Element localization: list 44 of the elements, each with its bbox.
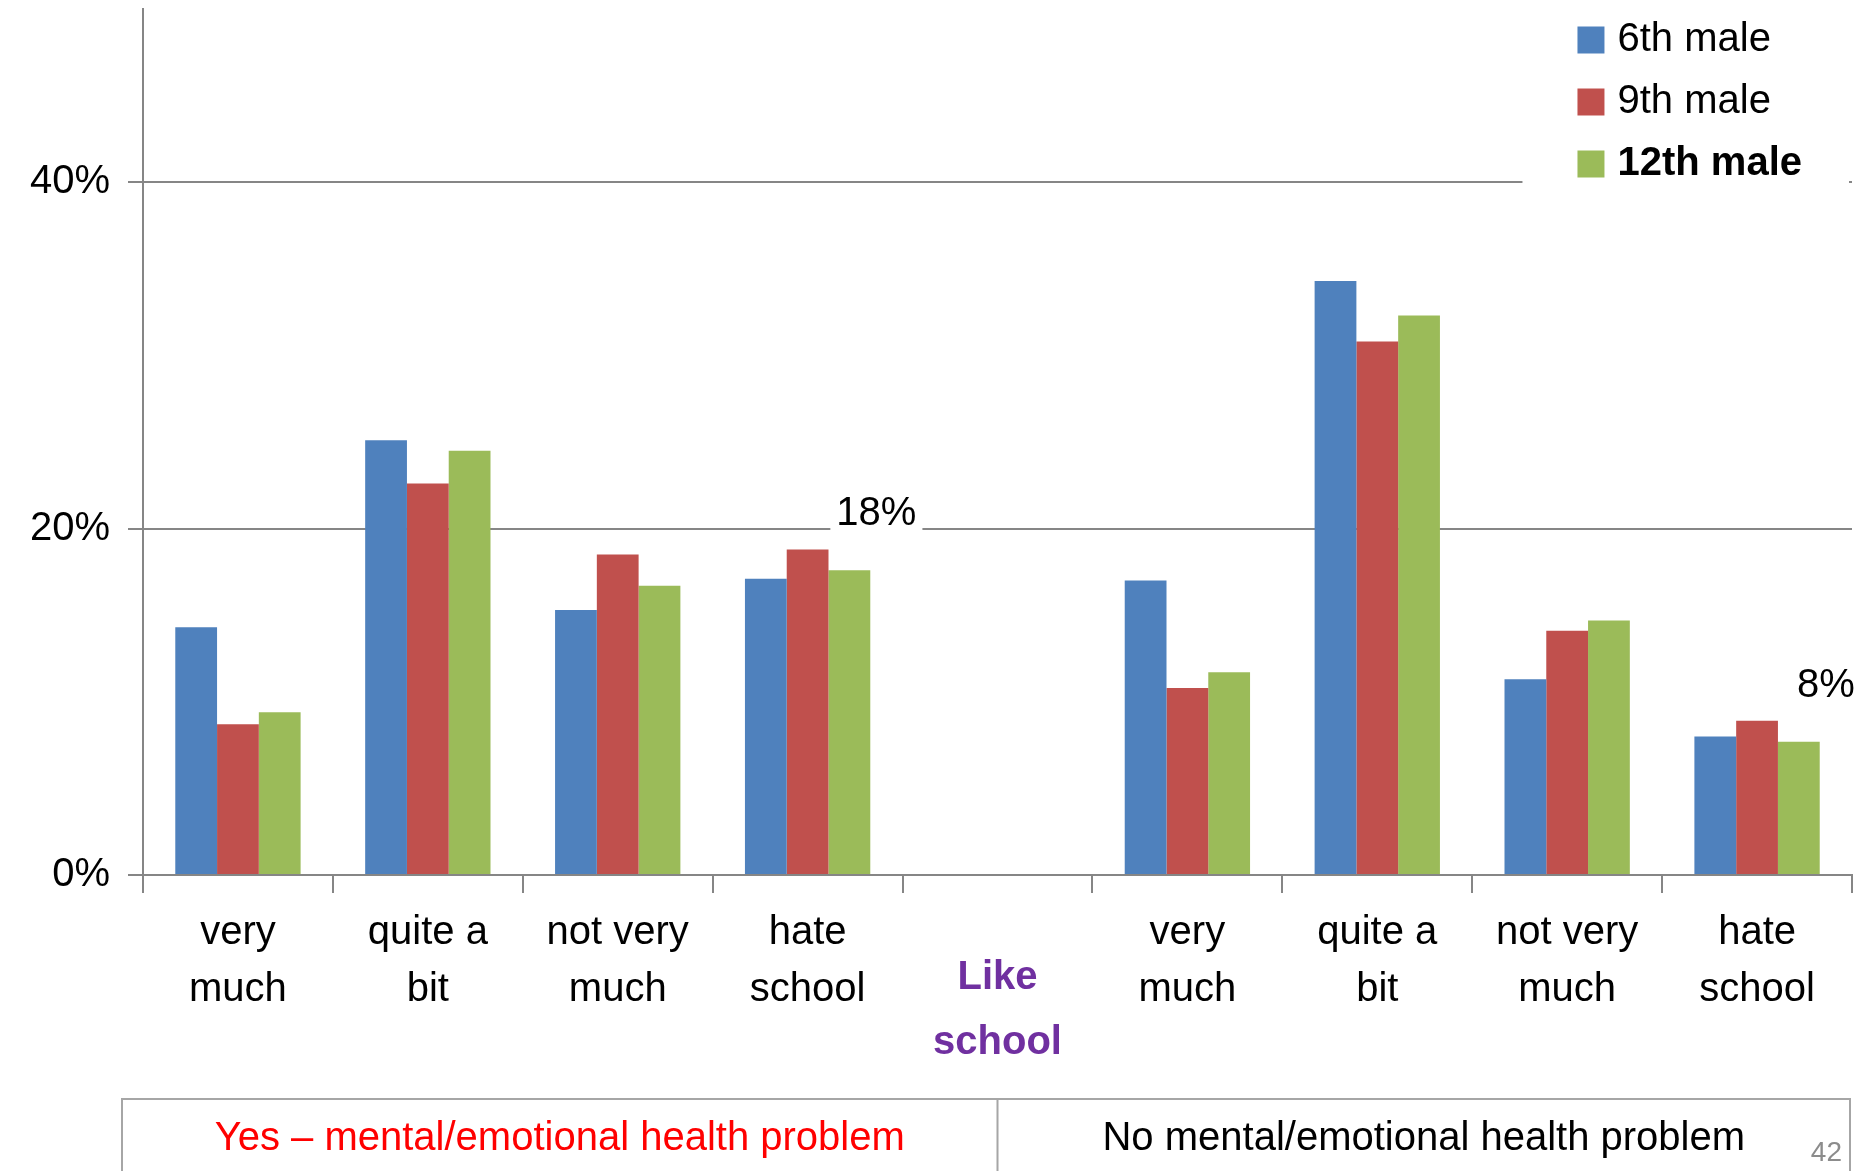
x-tick-label: not very much bbox=[1496, 908, 1639, 1010]
y-tick-label: 40% bbox=[29, 157, 110, 202]
bar bbox=[596, 554, 639, 874]
x-tick-label: quite a bit bbox=[1317, 908, 1439, 1010]
bar bbox=[1314, 280, 1357, 874]
bar bbox=[1694, 736, 1737, 874]
text: Yes – mental/emotional health problem bbox=[214, 1114, 905, 1159]
x-axis-title: Like school bbox=[933, 953, 1062, 1063]
x-tick-label: not very much bbox=[546, 908, 689, 1010]
bar bbox=[1356, 341, 1399, 874]
text: 42 bbox=[1810, 1136, 1842, 1167]
bar bbox=[1777, 741, 1820, 874]
bar bbox=[744, 578, 787, 874]
y-tick-label: 0% bbox=[52, 850, 110, 895]
bar bbox=[1588, 620, 1630, 874]
legend-label: 6th male bbox=[1617, 15, 1771, 60]
bar bbox=[1736, 720, 1778, 874]
x-tick-label: hate school bbox=[749, 908, 866, 1010]
bar bbox=[217, 724, 259, 874]
legend-label: 9th male bbox=[1617, 77, 1771, 122]
bar bbox=[448, 450, 491, 874]
bar bbox=[365, 440, 407, 874]
y-tick-label: 20% bbox=[29, 503, 110, 548]
x-tick-label: very much bbox=[189, 908, 287, 1010]
text: No mental/emotional health problem bbox=[1102, 1114, 1746, 1159]
bar bbox=[1546, 630, 1589, 874]
x-tick-label: hate school bbox=[1699, 908, 1815, 1010]
bar bbox=[638, 585, 681, 874]
bar bbox=[1208, 672, 1251, 874]
data-label: 8% bbox=[1796, 660, 1855, 705]
bar bbox=[1398, 315, 1440, 874]
x-tick-label: quite a bit bbox=[367, 908, 489, 1010]
bar bbox=[1504, 679, 1547, 874]
bar bbox=[1124, 580, 1167, 874]
bar bbox=[406, 483, 449, 874]
bar bbox=[175, 627, 218, 874]
bar bbox=[258, 712, 301, 874]
x-tick-label: very much bbox=[1138, 908, 1237, 1010]
bar bbox=[1166, 687, 1209, 874]
data-label: 18% bbox=[836, 489, 917, 534]
bar bbox=[555, 610, 597, 874]
bar bbox=[828, 570, 871, 874]
bar bbox=[786, 549, 829, 874]
legend-label: 12th male bbox=[1617, 139, 1802, 184]
